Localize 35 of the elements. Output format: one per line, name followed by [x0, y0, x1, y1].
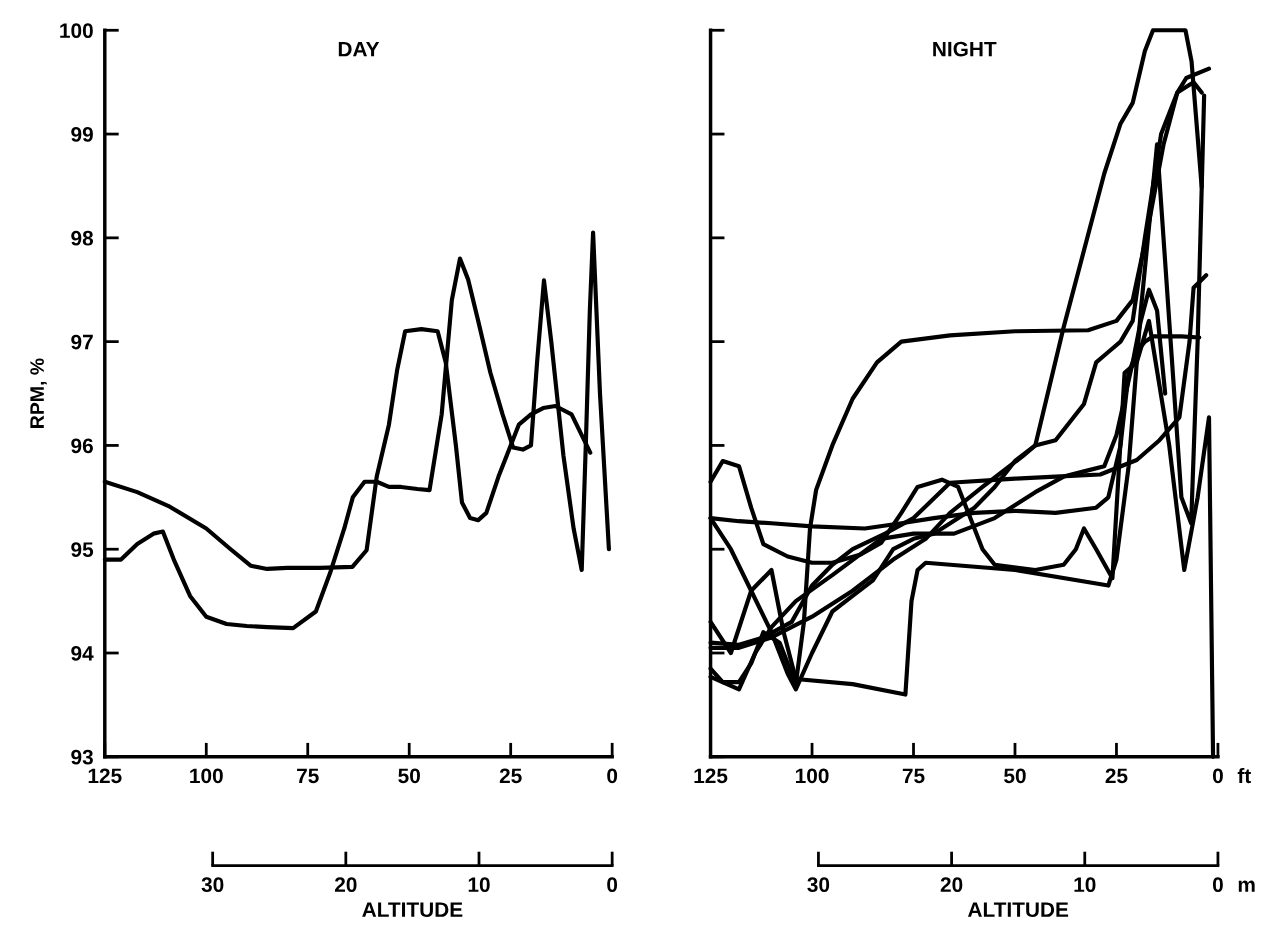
text: m	[1238, 880, 1255, 892]
chart-title: DAY	[338, 41, 380, 57]
y-tick-label: 93	[71, 749, 93, 765]
x-tick-label: 125	[694, 768, 728, 784]
x2-tick-label: 10	[468, 877, 490, 892]
text: ft	[1237, 767, 1251, 784]
x2-tick-label: 10	[1074, 877, 1096, 892]
x-tick-label: 0	[1212, 768, 1223, 784]
y-tick-label: 100	[60, 23, 93, 39]
x2-tick-label: 30	[807, 877, 830, 893]
x-tick-label: 50	[1004, 768, 1026, 784]
chart-title: NIGHT	[933, 41, 997, 57]
x2-axis-title: ALTITUDE	[967, 902, 1069, 917]
x2-tick-label: 0	[607, 877, 618, 892]
y-tick-label: 94	[71, 646, 94, 661]
y-tick-label: 96	[71, 438, 93, 454]
y-tick-label: 95	[71, 542, 94, 557]
x-tick-label: 25	[499, 768, 522, 784]
x-tick-label: 50	[398, 768, 420, 784]
x-tick-label: 75	[902, 768, 925, 784]
x-tick-label: 100	[190, 768, 223, 784]
y-tick-label: 98	[71, 230, 94, 246]
x-tick-label: 0	[607, 768, 618, 784]
x2-tick-label: 30	[201, 877, 224, 893]
x2-tick-label: 0	[1212, 877, 1223, 892]
y-axis-title: RPM, %	[30, 358, 47, 428]
y-tick-label: 99	[71, 127, 93, 142]
x-tick-label: 25	[1105, 768, 1128, 784]
x-tick-label: 100	[795, 768, 829, 784]
x2-axis-title: ALTITUDE	[362, 902, 463, 917]
x-tick-label: 75	[297, 768, 319, 784]
x2-tick-label: 20	[940, 877, 963, 892]
x-tick-label: 125	[88, 768, 122, 784]
y-tick-label: 97	[71, 334, 93, 350]
x2-tick-label: 20	[334, 877, 357, 892]
